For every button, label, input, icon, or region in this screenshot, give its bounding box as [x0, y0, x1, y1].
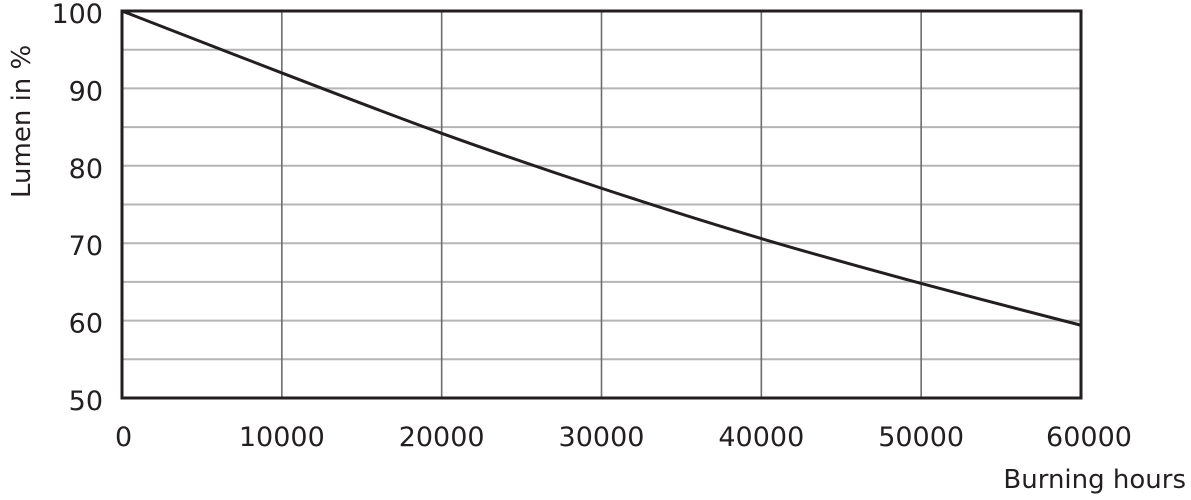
- y-tick-labels: 50 60 70 80 90 100: [51, 0, 103, 417]
- x-tick-label: 30000: [559, 422, 645, 453]
- x-tick-label: 40000: [718, 422, 804, 453]
- y-tick-label: 60: [69, 309, 103, 340]
- plot-frame: [120, 9, 1083, 400]
- x-tick-label: 10000: [239, 422, 325, 453]
- y-tick-label: 90: [69, 76, 103, 107]
- y-axis-label: Lumen in %: [7, 45, 37, 198]
- series-line: [121, 9, 1082, 327]
- x-tick-label: 0: [115, 422, 132, 453]
- y-tick-label: 50: [69, 386, 103, 417]
- x-tick-label: 50000: [878, 422, 964, 453]
- grid: [122, 11, 1081, 398]
- x-axis-label: Burning hours: [1003, 465, 1186, 495]
- y-tick-label: 80: [69, 154, 103, 185]
- y-tick-label: 70: [69, 231, 103, 262]
- y-tick-label: 100: [51, 0, 103, 30]
- x-tick-labels: 0 10000 20000 30000 40000 50000 60000: [115, 422, 1132, 453]
- x-tick-label: 20000: [399, 422, 485, 453]
- x-tick-label: 60000: [1046, 422, 1132, 453]
